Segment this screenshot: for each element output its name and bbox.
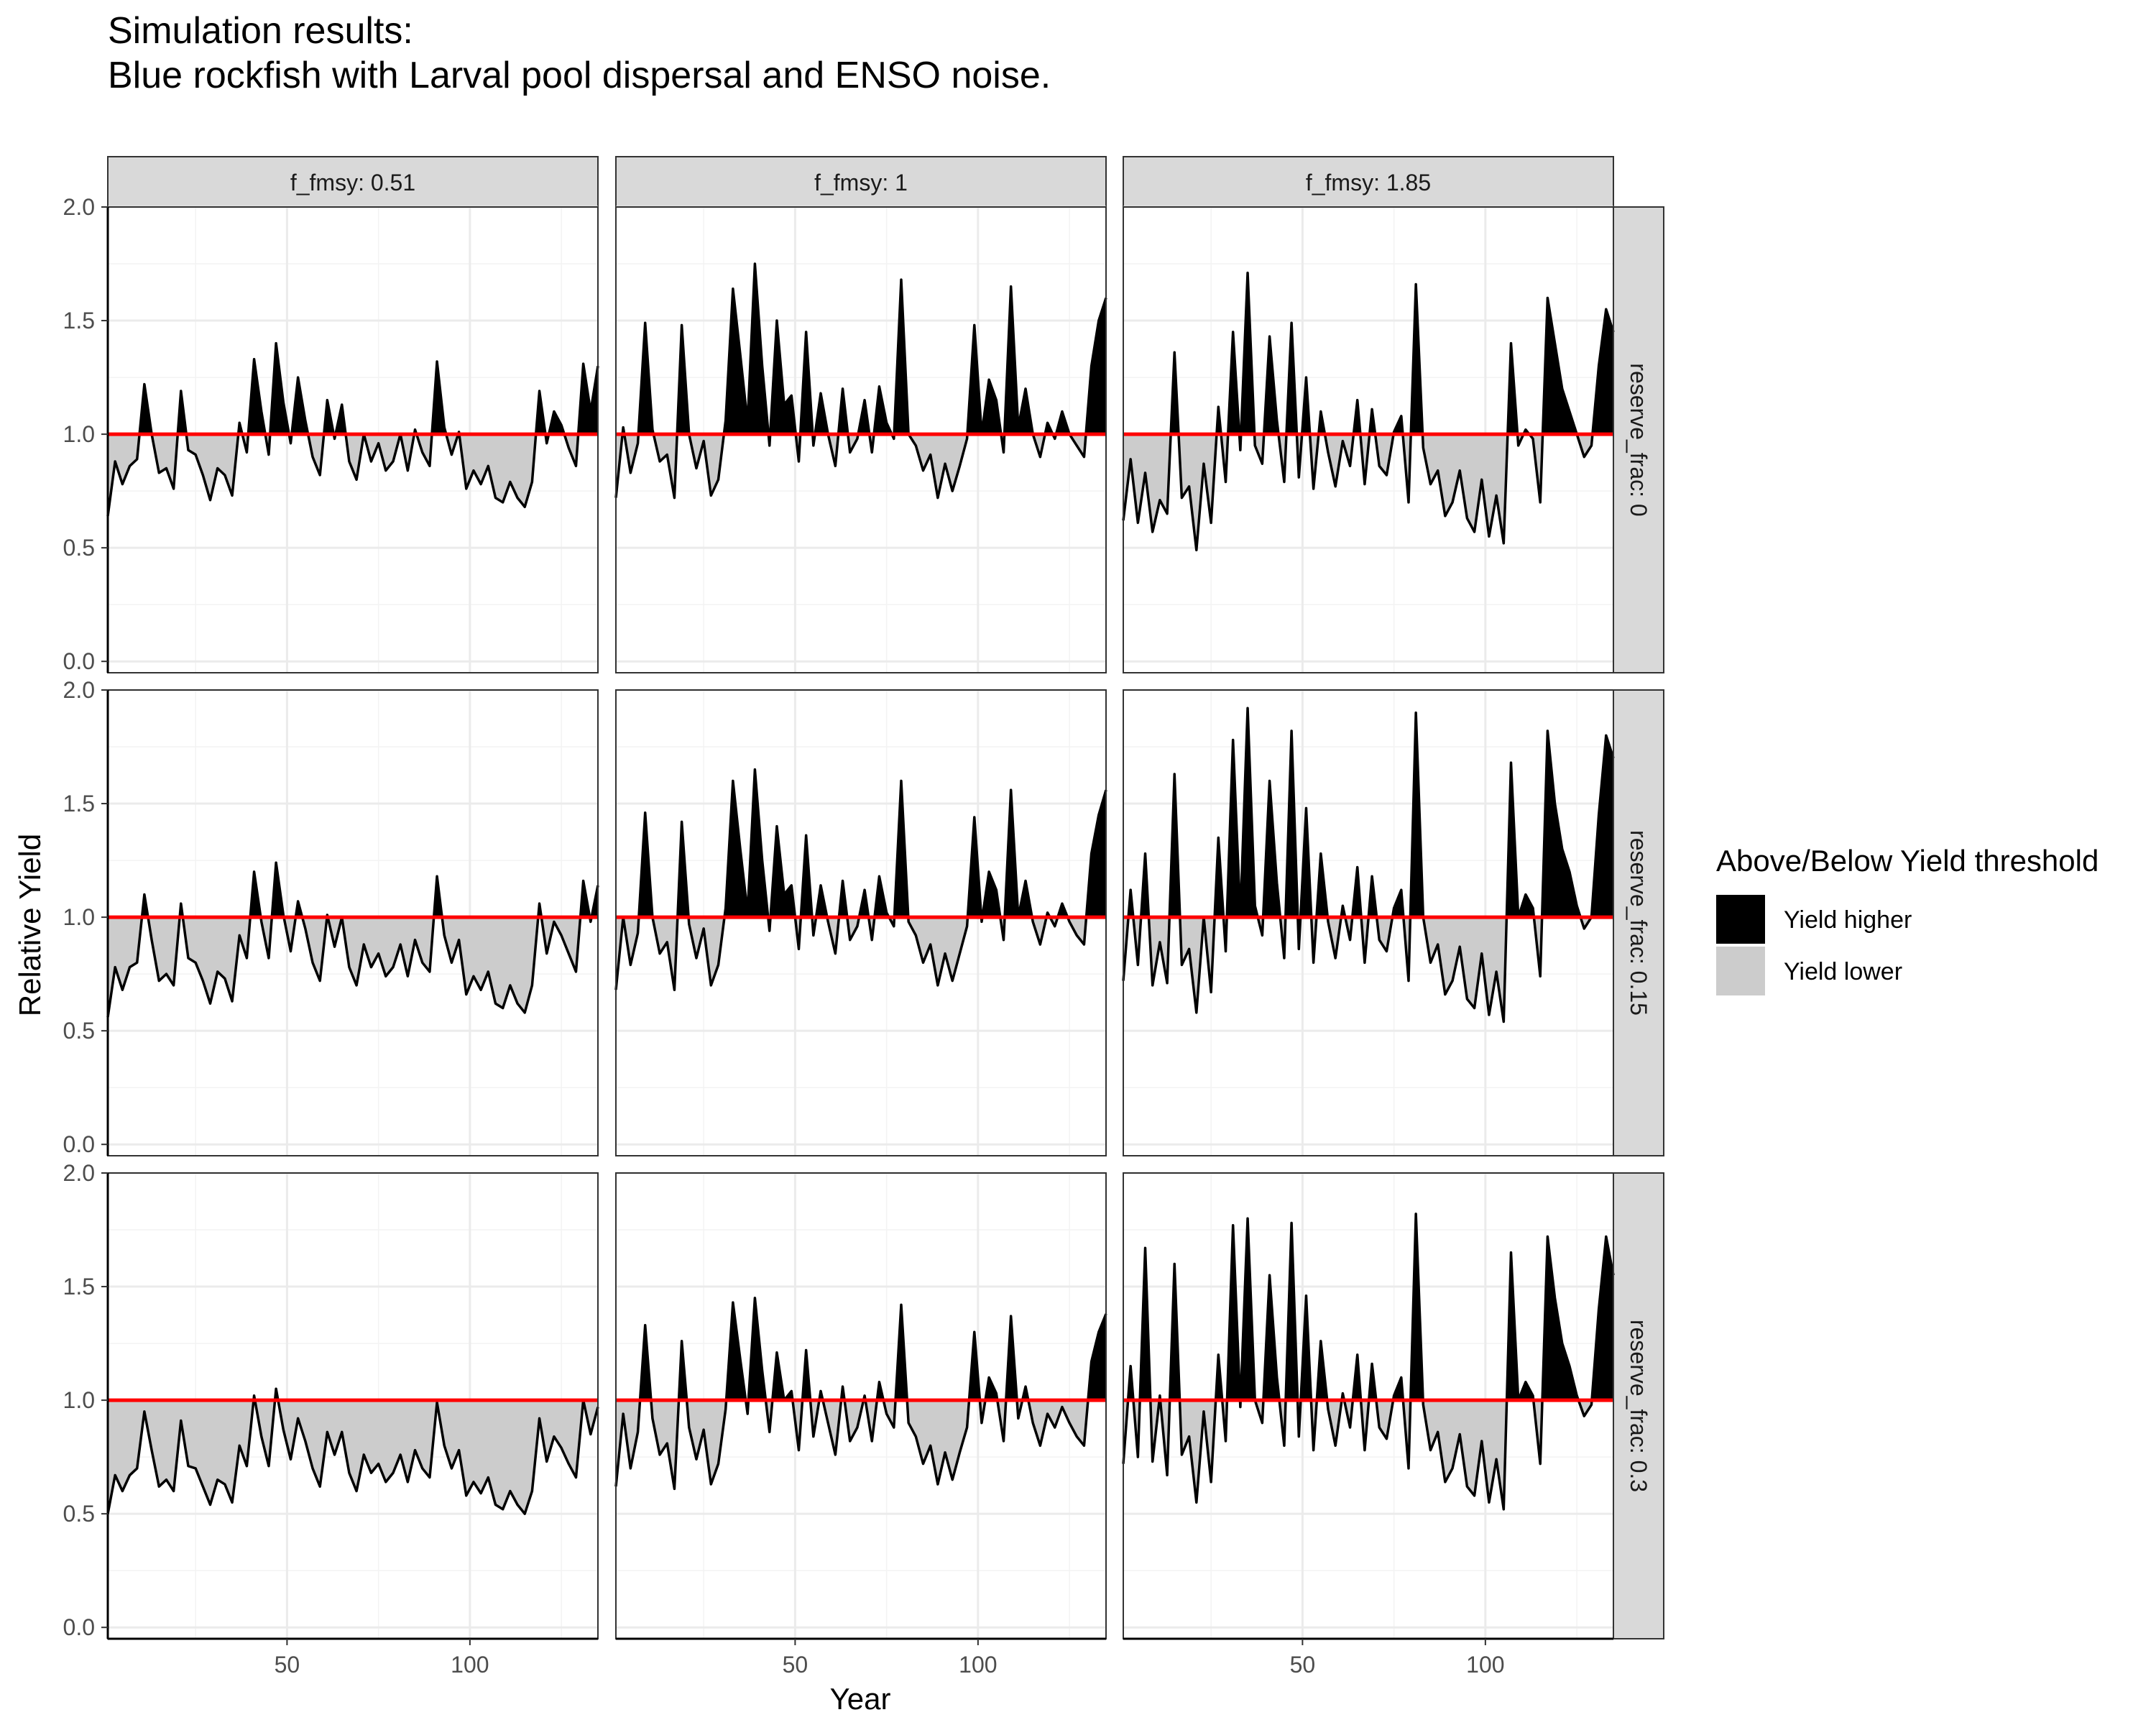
row-facet-strip	[1613, 689, 1664, 1156]
yield-line	[106, 341, 599, 517]
legend-key-yield-lower	[1716, 947, 1765, 995]
y-axis-title: Relative Yield	[13, 834, 47, 1016]
chart-title: Simulation results:	[108, 10, 413, 52]
x-axis-title: Year	[830, 1682, 891, 1716]
facet-panel: 0.0 0.5 1.0 1.5 2.0	[63, 194, 599, 674]
row-facet-label: reserve_frac: 0.3	[1626, 1320, 1651, 1492]
panel-border	[1123, 689, 1614, 1156]
panel-border	[615, 689, 1107, 1156]
facet-panel	[1122, 206, 1615, 673]
col-facet-label: f_fmsy: 0.51	[290, 170, 415, 196]
facet-panel	[614, 689, 1107, 1156]
area-yield-higher	[1128, 1213, 1613, 1401]
facet-panel: 0.0 0.5 1.0 1.5 2.0 50 100	[63, 1160, 599, 1678]
row-facet-label: reserve_frac: 0.15	[1626, 830, 1651, 1016]
yield-line	[614, 262, 1107, 500]
yield-line	[1122, 271, 1615, 552]
col-facet-strip	[1123, 156, 1614, 208]
yield-line	[1122, 1213, 1615, 1511]
panel-border	[1123, 206, 1614, 673]
area-yield-lower	[108, 1400, 598, 1514]
area-yield-lower	[616, 434, 1087, 498]
row-facet-strip	[1613, 1172, 1664, 1639]
panel-border	[615, 206, 1107, 673]
col-facet-label: f_fmsy: 1	[814, 170, 908, 196]
facet-panel: 0.0 0.5 1.0 1.5 2.0	[63, 677, 599, 1157]
y-tick-label: 2.0	[63, 1160, 95, 1186]
yield-line	[106, 1387, 599, 1515]
y-tick-label: 0.5	[63, 535, 95, 561]
x-tick-label: 50	[275, 1652, 300, 1678]
legend-label-yield-higher: Yield higher	[1784, 906, 1912, 934]
y-tick-label: 2.0	[63, 677, 95, 703]
x-tick-label: 50	[783, 1652, 808, 1678]
area-yield-lower	[616, 1400, 1088, 1489]
yield-line	[1122, 707, 1615, 1024]
facet-panels: f_fmsy: 0.51 f_fmsy: 1 f_fmsy: 1.85 reserve…	[63, 156, 1664, 1678]
y-tick-label: 1.0	[63, 1387, 95, 1413]
yield-line	[614, 768, 1107, 991]
area-yield-lower	[1123, 917, 1592, 1022]
facet-panel	[1122, 689, 1615, 1156]
facet-panel: 50 100	[1122, 1172, 1615, 1678]
y-tick-label: 0.0	[63, 1131, 95, 1157]
x-tick-label: 100	[451, 1652, 489, 1678]
yield-line	[106, 861, 599, 1018]
area-yield-lower	[1123, 1400, 1592, 1509]
row-facet-label: reserve_frac: 0	[1626, 363, 1651, 516]
legend-key-yield-higher	[1716, 895, 1765, 944]
col-facet-strip	[615, 156, 1107, 208]
area-yield-higher	[1128, 708, 1613, 918]
y-tick-label: 1.0	[63, 904, 95, 930]
x-tick-label: 50	[1290, 1652, 1316, 1678]
chart-subtitle: Blue rockfish with Larval pool dispersal…	[108, 55, 1051, 96]
y-tick-label: 0.5	[63, 1501, 95, 1527]
legend-label-yield-lower: Yield lower	[1784, 958, 1902, 985]
facet-panel	[614, 206, 1107, 673]
area-yield-higher	[1171, 272, 1613, 435]
y-tick-label: 2.0	[63, 194, 95, 220]
area-yield-higher	[142, 862, 598, 918]
facet-panel: 50 100	[614, 1172, 1107, 1678]
x-tick-label: 100	[1466, 1652, 1504, 1678]
col-facet-label: f_fmsy: 1.85	[1306, 170, 1431, 196]
legend-title: Above/Below Yield threshold	[1716, 844, 2099, 878]
yield-line	[614, 1297, 1107, 1491]
area-yield-higher	[638, 769, 1106, 918]
y-tick-label: 1.5	[63, 791, 95, 816]
col-facet-strip	[107, 156, 599, 208]
y-tick-label: 0.5	[63, 1018, 95, 1044]
y-tick-label: 0.0	[63, 1614, 95, 1640]
area-yield-lower	[108, 434, 579, 516]
x-tick-label: 100	[959, 1652, 997, 1678]
legend: Above/Below Yield threshold Yield higher…	[1716, 844, 2099, 995]
y-tick-label: 0.0	[63, 648, 95, 674]
y-tick-label: 1.5	[63, 308, 95, 334]
area-yield-lower	[616, 917, 1087, 990]
row-facet-strip	[1613, 206, 1664, 673]
y-tick-label: 1.5	[63, 1274, 95, 1300]
y-tick-label: 1.0	[63, 421, 95, 447]
